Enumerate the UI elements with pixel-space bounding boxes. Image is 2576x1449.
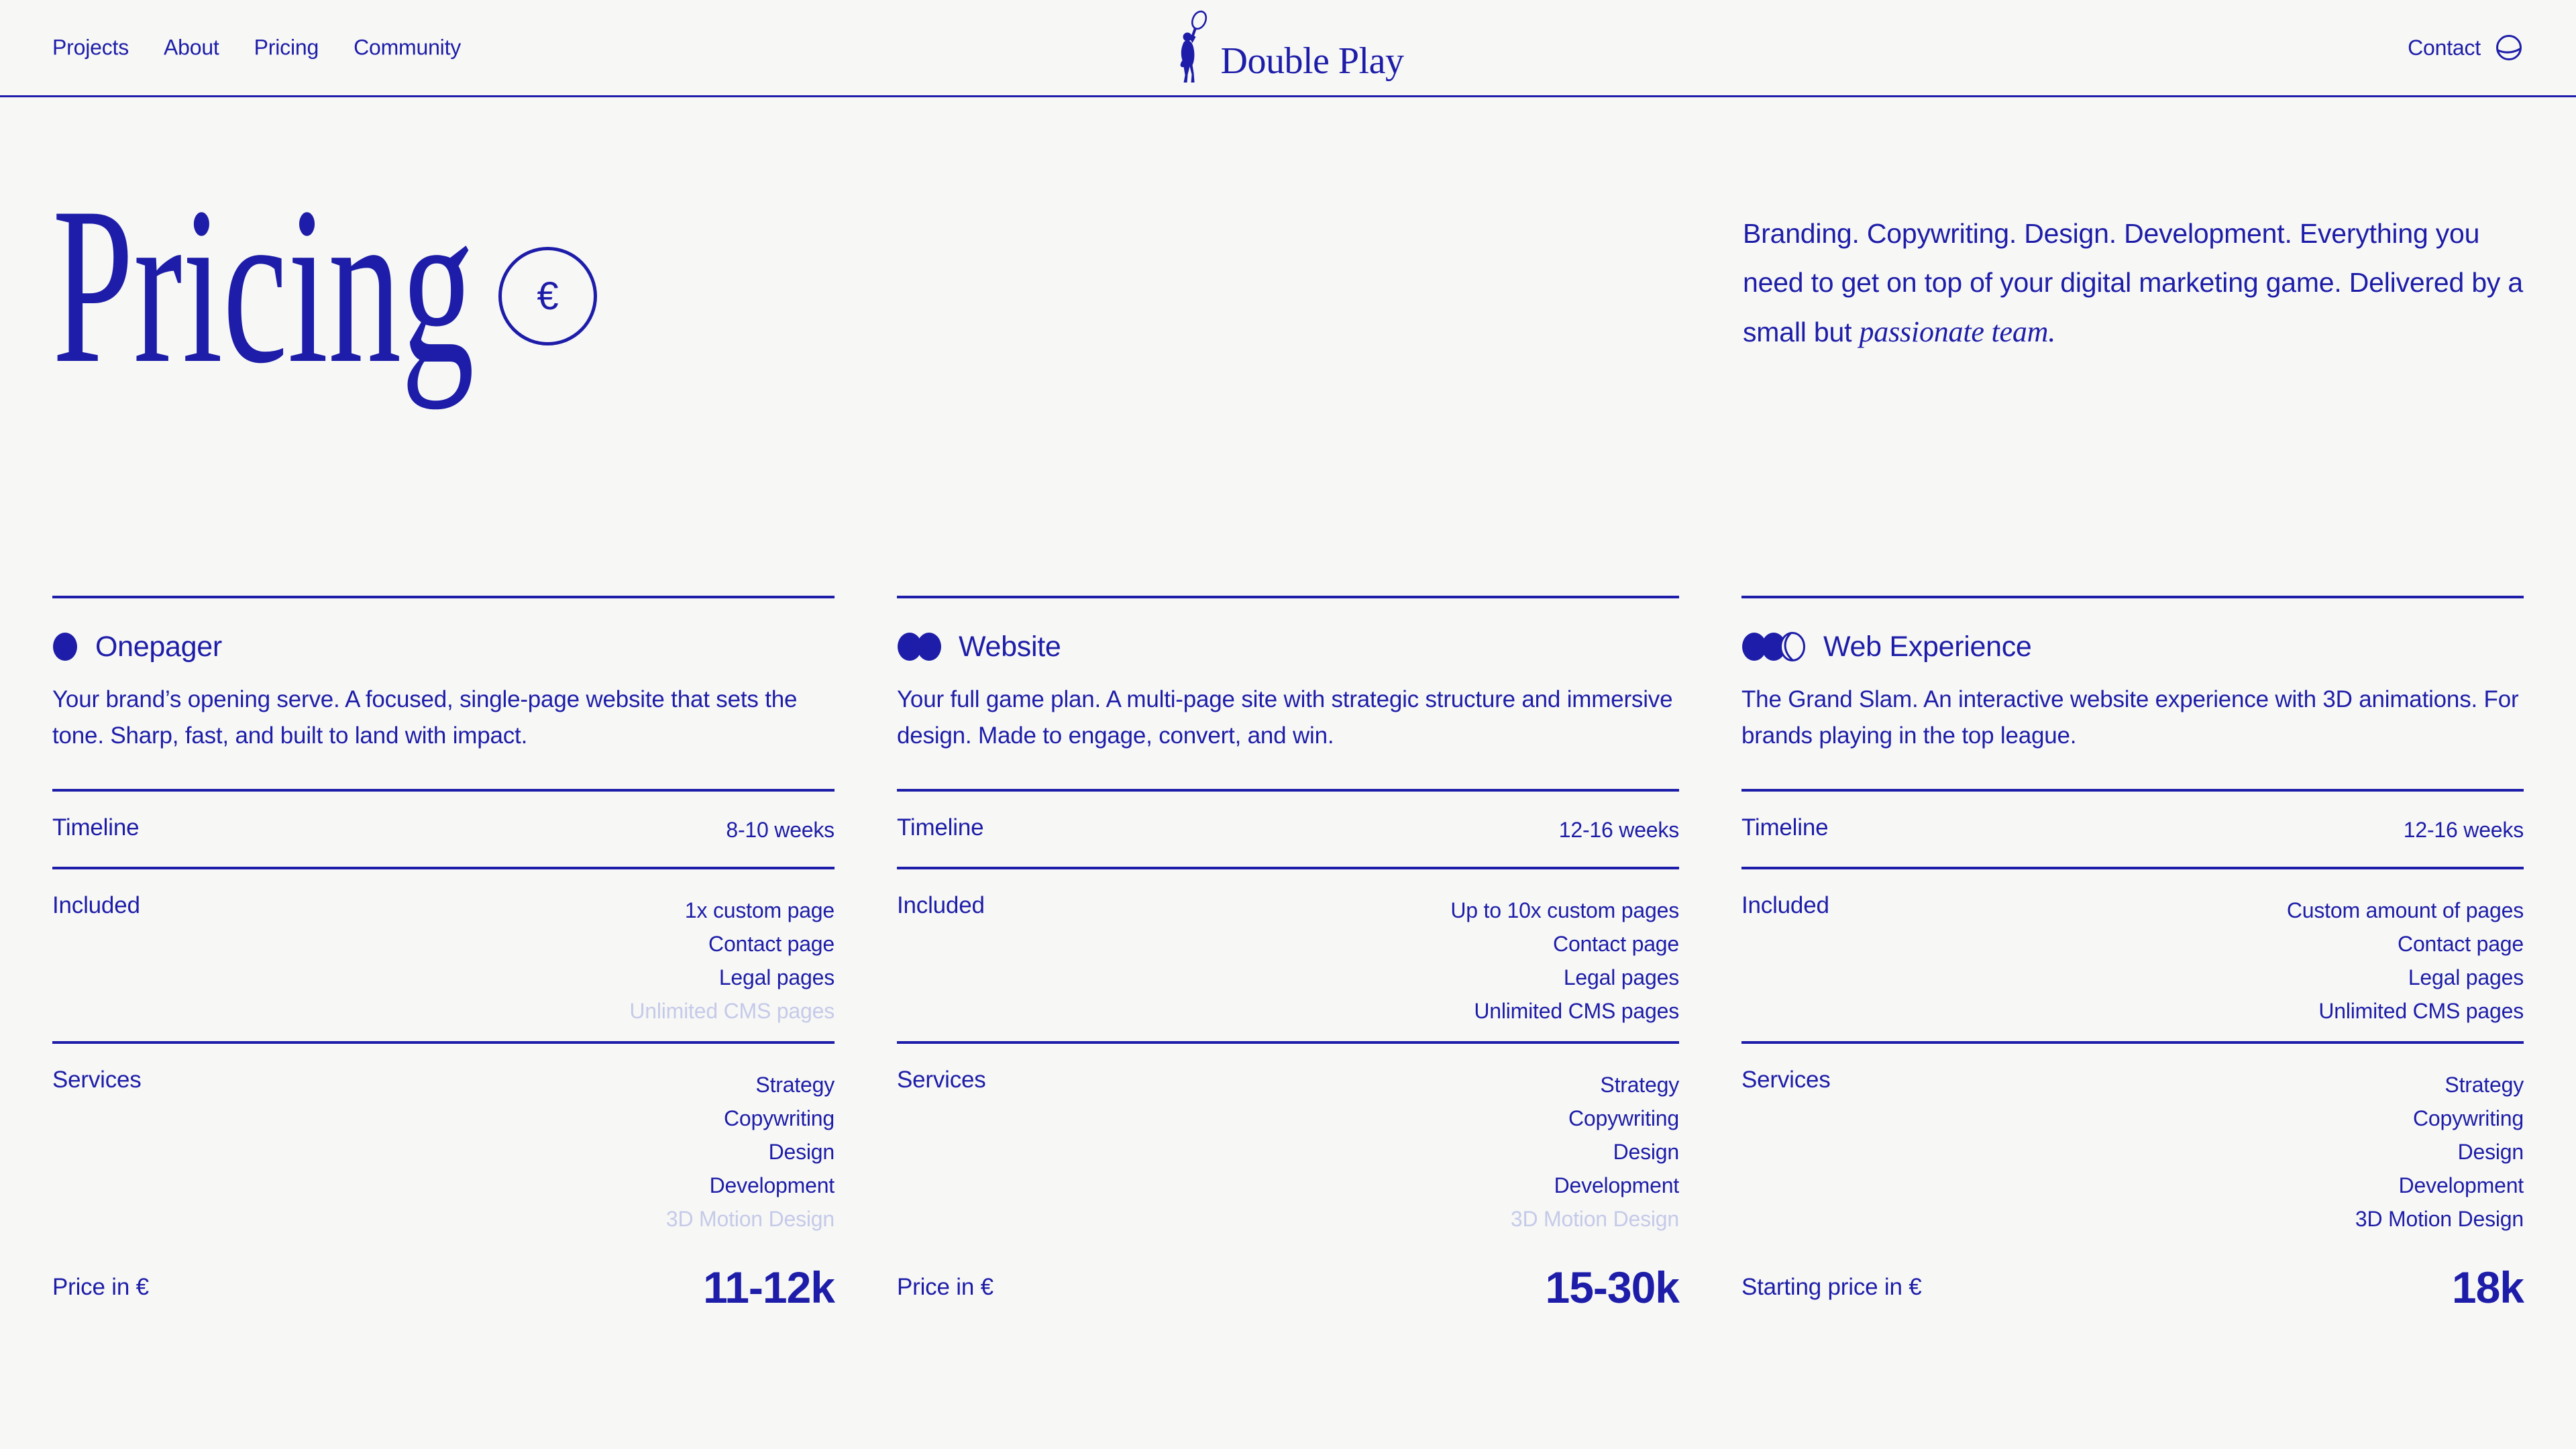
nav-link-about[interactable]: About: [164, 35, 219, 60]
timeline-value: 8-10 weeks: [726, 818, 835, 842]
included-item: Contact page: [2398, 932, 2524, 956]
timeline-row: Timeline 12-16 weeks: [1741, 789, 2524, 867]
service-item: Copywriting: [724, 1106, 835, 1130]
top-nav: Projects About Pricing Community Double …: [0, 0, 2576, 97]
service-item: Strategy: [2445, 1073, 2524, 1097]
contact-label: Contact: [2408, 35, 2481, 60]
timeline-row: Timeline 12-16 weeks: [897, 789, 1679, 867]
nav-link-community[interactable]: Community: [354, 35, 462, 60]
service-item: Development: [1554, 1173, 1680, 1197]
included-item: Contact page: [708, 932, 835, 956]
two-balls-icon: [897, 631, 943, 662]
nav-link-pricing[interactable]: Pricing: [254, 35, 319, 60]
included-item: Legal pages: [2408, 965, 2524, 989]
intro-text: Branding. Copywriting. Design. Developme…: [1743, 209, 2538, 357]
nav-link-projects[interactable]: Projects: [52, 35, 129, 60]
price-row: Starting price in € 18k: [1741, 1265, 2524, 1309]
nav-links: Projects About Pricing Community: [52, 36, 461, 60]
included-item: Contact page: [1553, 932, 1679, 956]
timeline-label: Timeline: [897, 814, 984, 841]
included-item: 1x custom page: [684, 898, 835, 922]
pricing-plans: Onepager Your brand’s opening serve. A f…: [52, 596, 2524, 1309]
included-list: Custom amount of pages Contact page Lega…: [2287, 892, 2524, 1028]
plan-header: Onepager: [52, 628, 835, 665]
service-item: 3D Motion Design: [665, 1207, 835, 1231]
service-item: Strategy: [1600, 1073, 1679, 1097]
brand-name: Double Play: [1220, 40, 1404, 82]
included-item: Legal pages: [718, 965, 835, 989]
plan-header: Website: [897, 628, 1679, 665]
price-value: 11-12k: [703, 1263, 835, 1312]
included-item: Unlimited CMS pages: [2318, 999, 2524, 1023]
plan-card-web-experience: Web Experience The Grand Slam. An intera…: [1741, 596, 2524, 1309]
plan-description: Your brand’s opening serve. A focused, s…: [52, 686, 798, 749]
price-label: Starting price in €: [1741, 1274, 1922, 1300]
service-item: Development: [709, 1173, 835, 1197]
plan-title: Onepager: [95, 630, 222, 663]
included-item: Legal pages: [1563, 965, 1679, 989]
service-item: Development: [2398, 1173, 2524, 1197]
price-row: Price in € 11-12k: [52, 1265, 835, 1309]
timeline-row: Timeline 8-10 weeks: [52, 789, 835, 867]
service-item: 3D Motion Design: [1510, 1207, 1679, 1231]
plan-description: The Grand Slam. An interactive website e…: [1741, 686, 2519, 749]
price-row: Price in € 15-30k: [897, 1263, 1680, 1312]
services-list: Strategy Copywriting Design Development …: [2355, 1067, 2524, 1236]
timeline-value: 12-16 weeks: [2403, 818, 2524, 842]
included-label: Included: [897, 892, 985, 918]
included-label: Included: [52, 892, 140, 918]
intro-main: Branding. Copywriting. Design. Developme…: [1743, 218, 2524, 347]
services-row: Services Strategy Copywriting Design Dev…: [52, 1041, 835, 1236]
euro-symbol: €: [537, 274, 559, 318]
euro-circle-icon: €: [498, 247, 597, 345]
included-label: Included: [1741, 892, 1829, 918]
service-item: Design: [2457, 1140, 2524, 1164]
service-item: Copywriting: [1568, 1106, 1679, 1130]
included-item: Unlimited CMS pages: [629, 999, 835, 1023]
included-item: Up to 10x custom pages: [1450, 898, 1679, 922]
service-item: Design: [1613, 1140, 1680, 1164]
timeline-value: 12-16 weeks: [1558, 818, 1679, 842]
service-item: Copywriting: [2413, 1106, 2524, 1130]
services-label: Services: [897, 1067, 986, 1093]
plan-card-onepager: Onepager Your brand’s opening serve. A f…: [52, 596, 835, 1309]
services-list: Strategy Copywriting Design Development …: [1511, 1067, 1679, 1236]
included-list: 1x custom page Contact page Legal pages …: [629, 892, 835, 1028]
included-list: Up to 10x custom pages Contact page Lega…: [1450, 892, 1679, 1028]
plan-card-website: Website Your full game plan. A multi-pag…: [897, 596, 1680, 1312]
included-row: Included Up to 10x custom pages Contact …: [897, 867, 1679, 1041]
included-row: Included Custom amount of pages Contact …: [1741, 867, 2524, 1041]
tennis-player-icon: [1173, 10, 1212, 85]
services-label: Services: [1741, 1067, 1831, 1093]
timeline-label: Timeline: [52, 814, 140, 841]
included-row: Included 1x custom page Contact page Leg…: [52, 867, 835, 1041]
services-label: Services: [52, 1067, 142, 1093]
page-title: Pricing: [52, 161, 475, 410]
service-item: 3D Motion Design: [2355, 1207, 2524, 1231]
contact-link[interactable]: Contact: [2408, 34, 2522, 61]
three-balls-outline-icon: [1741, 631, 1807, 662]
services-list: Strategy Copywriting Design Development …: [666, 1067, 835, 1236]
price-label: Price in €: [52, 1274, 149, 1300]
plan-title: Web Experience: [1823, 630, 2032, 663]
plan-title: Website: [959, 630, 1061, 663]
included-item: Custom amount of pages: [2286, 898, 2524, 922]
service-item: Strategy: [755, 1073, 835, 1097]
services-row: Services Strategy Copywriting Design Dev…: [1741, 1041, 2524, 1236]
price-label: Price in €: [897, 1274, 994, 1300]
included-item: Unlimited CMS pages: [1474, 999, 1679, 1023]
services-row: Services Strategy Copywriting Design Dev…: [897, 1041, 1679, 1236]
plan-header: Web Experience: [1741, 628, 2524, 665]
service-item: Design: [768, 1140, 835, 1164]
brand-logo[interactable]: Double Play: [1173, 10, 1404, 85]
intro-emphasis: passionate team.: [1859, 315, 2056, 348]
tennis-ball-icon: [2496, 34, 2522, 61]
price-value: 15-30k: [1545, 1263, 1680, 1312]
timeline-label: Timeline: [1741, 814, 1829, 841]
one-ball-icon: [52, 631, 79, 662]
price-value: 18k: [2451, 1263, 2524, 1312]
plan-description: Your full game plan. A multi-page site w…: [897, 686, 1673, 749]
